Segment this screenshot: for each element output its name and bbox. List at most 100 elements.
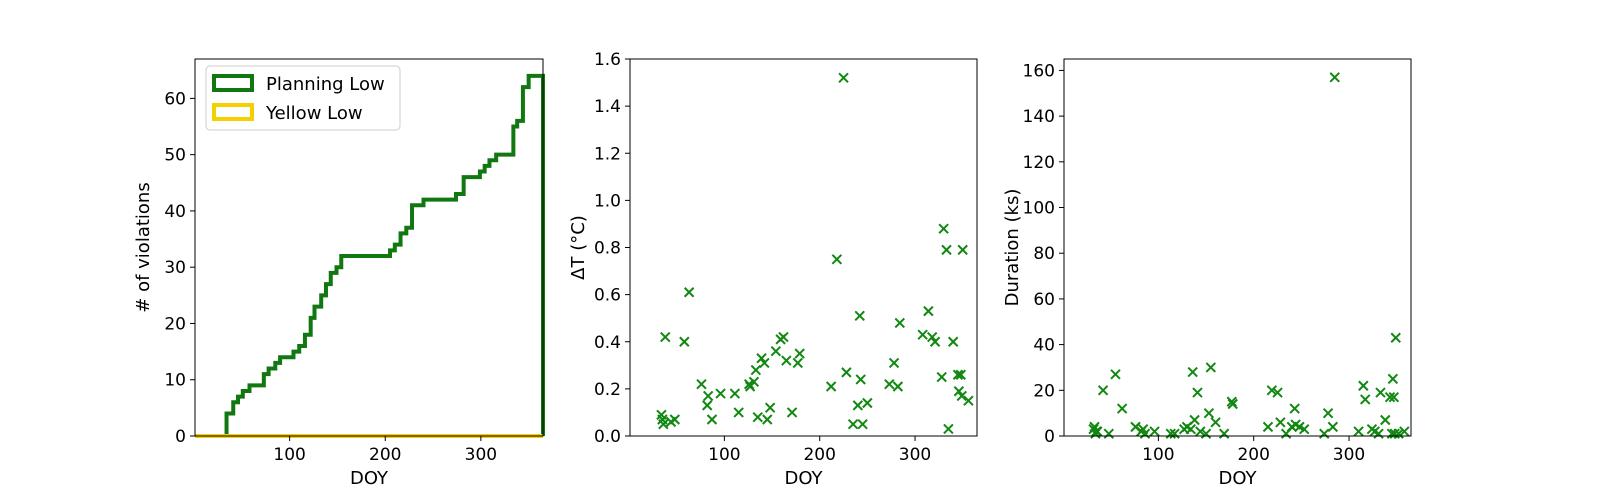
y-tick-label: 0.6	[594, 286, 621, 306]
data-point	[706, 414, 718, 425]
data-point	[1185, 423, 1196, 435]
data-point	[854, 310, 865, 322]
data-point	[1097, 385, 1109, 396]
data-point	[1375, 387, 1386, 398]
data-point	[1092, 426, 1103, 437]
data-point	[1195, 426, 1206, 437]
data-point	[1319, 428, 1330, 439]
y-tick-label: 20	[164, 314, 186, 334]
x-axis-label: DOY	[1218, 468, 1257, 489]
data-point	[1218, 428, 1230, 439]
x-tick-label: 100	[1142, 445, 1174, 465]
data-point	[1299, 423, 1310, 435]
series-planning-low-line	[221, 73, 545, 438]
data-point	[792, 357, 803, 369]
y-tick-label: 1.4	[594, 97, 621, 117]
data-point	[786, 407, 798, 418]
data-point	[926, 331, 938, 343]
data-point	[752, 411, 763, 423]
data-point	[1272, 387, 1283, 398]
data-point	[1387, 373, 1399, 385]
axes-frame	[194, 58, 544, 437]
x-tick-label: 100	[708, 445, 740, 465]
data-point	[679, 336, 690, 347]
x-tick-label: 200	[803, 445, 835, 465]
data-point	[781, 355, 792, 366]
axes-frame	[1063, 58, 1412, 437]
data-point	[1388, 391, 1400, 403]
data-point	[764, 402, 776, 413]
data-point	[963, 395, 974, 406]
data-point	[947, 336, 959, 347]
data-point	[748, 376, 760, 388]
tick-layer: 100 200 300 0 10 20 30 40 50 60	[164, 89, 497, 465]
y-tick-label: 1.0	[594, 191, 621, 211]
data-point	[1192, 387, 1203, 398]
data-point	[729, 388, 741, 399]
data-point	[702, 390, 714, 402]
y-tick-label: 40	[164, 202, 186, 222]
data-point	[943, 423, 954, 435]
data-point	[855, 374, 866, 385]
y-tick-label: 80	[1033, 244, 1055, 264]
duration-scatter-panel: 100 200 300 0 20 40 60 80 100 120 140 160 DOY Durat…	[1002, 58, 1412, 489]
data-point	[1200, 428, 1212, 439]
data-point	[696, 378, 707, 390]
data-point	[715, 388, 726, 399]
data-point	[762, 414, 773, 425]
data-point	[1329, 72, 1340, 83]
data-point	[1353, 426, 1364, 437]
y-tick-label: 60	[164, 89, 186, 109]
legend-swatch-planning-low	[212, 74, 254, 92]
data-point	[1275, 417, 1286, 428]
axes-frame	[629, 58, 978, 437]
x-axis-label: DOY	[350, 468, 389, 489]
data-point	[884, 378, 895, 390]
legend-label-yellow-low: Yellow Low	[265, 103, 363, 124]
data-point	[1189, 414, 1200, 426]
violations-step-panel: 100 200 300 0 10 20 30 40 50 60 DOY # of violatio…	[133, 58, 545, 489]
data-point	[669, 414, 681, 425]
y-tick-label: 0.4	[594, 333, 621, 353]
data-point	[770, 345, 782, 357]
legend-label-planning-low: Planning Low	[266, 74, 385, 95]
data-point	[923, 305, 934, 317]
x-tick-label: 200	[1237, 445, 1269, 465]
y-tick-label: 1.6	[594, 50, 621, 70]
data-point	[759, 357, 770, 369]
duration-points-layer	[1088, 72, 1410, 439]
data-point	[955, 369, 967, 380]
y-tick-label: 10	[164, 371, 186, 391]
data-point	[1169, 428, 1180, 439]
y-tick-label: 140	[1023, 107, 1055, 127]
y-tick-label: 0.0	[594, 427, 621, 447]
legend-swatch-yellow-low	[212, 103, 254, 121]
delta-t-points-layer	[656, 72, 974, 435]
data-point	[1393, 428, 1404, 439]
data-point	[660, 331, 671, 343]
y-tick-label: 160	[1023, 61, 1055, 81]
delta-t-scatter-panel: 100 200 300 0.0 0.2 0.4 0.6 0.8 1.0 1.2 1.4 1.6 DOY…	[568, 50, 978, 489]
data-point	[1262, 421, 1274, 433]
data-point	[941, 244, 952, 256]
data-point	[1210, 417, 1221, 428]
data-point	[857, 419, 868, 430]
x-tick-label: 300	[899, 445, 931, 465]
data-point	[702, 400, 713, 411]
data-point	[888, 357, 900, 369]
legend-frame	[205, 65, 401, 131]
y-tick-label: 0.8	[594, 239, 621, 259]
data-point	[778, 331, 789, 343]
tick-layer: 100 200 300 0.0 0.2 0.4 0.6 0.8 1.0 1.2 1.4 1.6	[594, 50, 931, 465]
y-tick-label: 0	[175, 427, 186, 447]
y-tick-label: 100	[1023, 199, 1055, 219]
data-point	[852, 400, 864, 411]
data-point	[956, 390, 967, 402]
data-point	[1149, 426, 1160, 437]
y-tick-label: 0	[1044, 427, 1055, 447]
data-point	[683, 287, 695, 298]
x-tick-label: 200	[369, 445, 401, 465]
data-point	[1187, 366, 1198, 378]
data-point	[1165, 428, 1176, 439]
tick-layer: 100 200 300 0 20 40 60 80 100 120 140 160	[1023, 61, 1366, 465]
